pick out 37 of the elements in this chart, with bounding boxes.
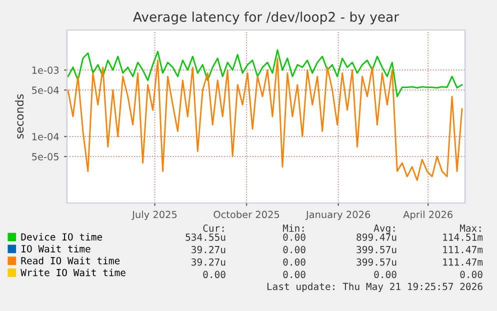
text: 0.00 (203, 270, 226, 278)
text: 0.00 (374, 270, 396, 278)
x-tick-label: October 2025 (214, 210, 280, 218)
text: Cur: (203, 224, 224, 232)
text: 114.51m (443, 234, 483, 241)
chart-title: Average latency for /dev/loop2 - by year (133, 12, 400, 24)
text: 0.00 (460, 270, 482, 278)
y-tick-label: 5e-04 (32, 86, 59, 94)
legend-label: Device IO time (21, 233, 102, 241)
legend-label: Read IO Wait time (21, 256, 120, 264)
y-tick-label: 5e-05 (32, 153, 59, 160)
x-tick-label: April 2026 (403, 210, 453, 220)
text: 111.47m (443, 258, 483, 266)
text: 39.27u (192, 258, 226, 266)
legend-label: IO Wait time (22, 244, 90, 252)
text: 399.57u (356, 246, 396, 254)
text: 399.57u (356, 258, 396, 266)
text: 39.27u (192, 246, 226, 254)
text: Max: (460, 224, 481, 232)
x-tick-label: July 2025 (132, 210, 177, 220)
text: 0.00 (283, 233, 306, 241)
y-tick-label: 1e-03 (32, 66, 59, 74)
text: Last update: Thu May 21 19:25:57 2026 (267, 282, 482, 292)
legend-label: Write IO Wait time (20, 268, 126, 276)
text: Min: (282, 224, 304, 232)
y-axis-title: seconds (15, 94, 24, 139)
text: 899.47u (356, 233, 396, 241)
text: 0.00 (283, 270, 306, 278)
line-series (67, 58, 463, 181)
y-tick-label: 1e-04 (32, 132, 59, 140)
text: 0.00 (283, 246, 306, 254)
text: 111.47m (443, 246, 483, 254)
line-series (67, 49, 463, 98)
text: Avg: (374, 224, 395, 234)
x-tick-label: January 2026 (305, 210, 370, 220)
text: 534.55u (186, 233, 226, 241)
text: 0.00 (283, 258, 306, 266)
